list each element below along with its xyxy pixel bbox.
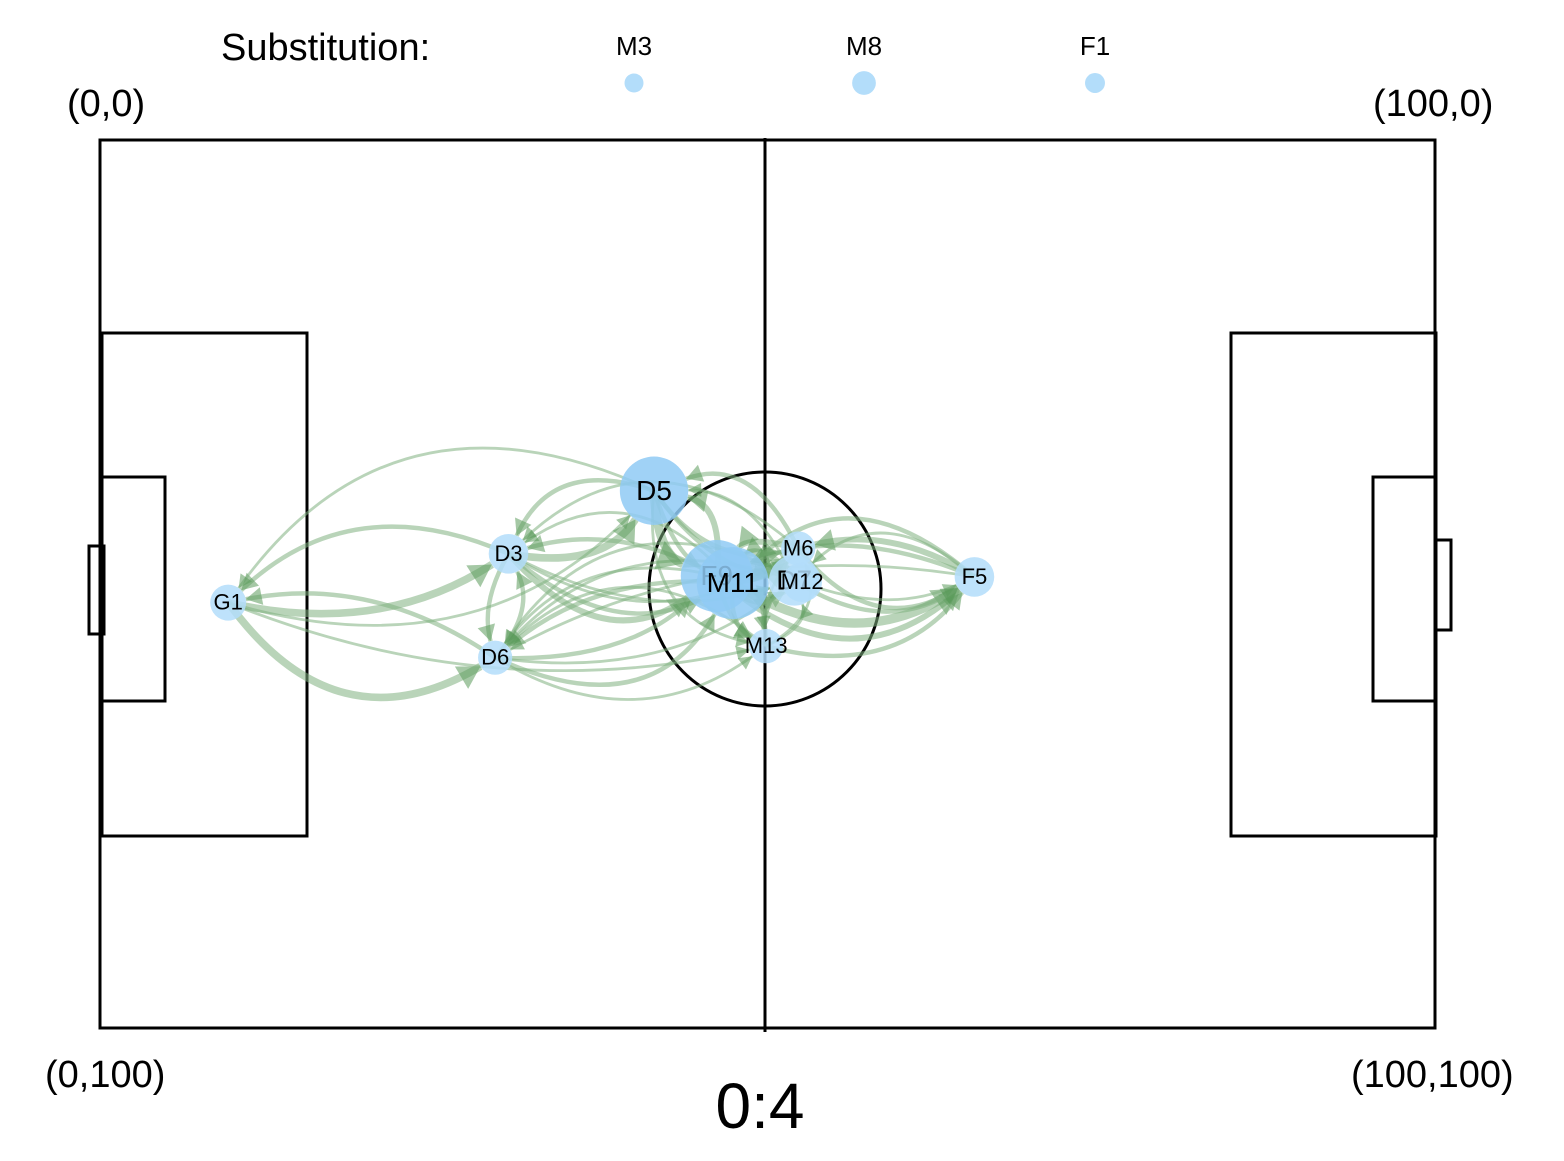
player-label-M12: M12 [781,569,824,594]
right-goal-area [1371,475,1438,703]
pass-arrowhead-D7-F5 [939,588,959,605]
pass-arrowhead-F9-D5 [687,490,709,513]
pass-arrowhead-F5-D7 [812,549,827,564]
pass-edge-M12-F5 [801,580,957,602]
substitute-F1: F1 [1080,31,1110,93]
player-node-M13: M13 [745,629,788,664]
player-node-G1: G1 [210,584,247,621]
pass-edge-D6-G1 [245,591,497,660]
player-node-D6: D6 [478,640,513,675]
pass-arrowhead-G1-D6 [454,666,481,689]
player-marker-M11 [696,547,769,620]
pitch [87,138,1453,1032]
pass-edge-D5-G1 [237,446,655,589]
corner-label-top-left: (0,0) [67,83,145,125]
substitute-M8: M8 [846,31,882,95]
substitution-players: M3 M8 F1 [616,31,1110,95]
pass-arrowhead-M13-D7 [800,604,814,619]
substitute-marker-M3 [624,73,644,93]
player-node-D5: D5 [619,456,689,525]
player-label-G1: G1 [213,590,242,615]
player-node-M12: M12 [781,562,824,603]
left-goal-area [100,475,167,703]
pass-edge-D6-F9 [495,598,692,661]
player-nodes: G1D3D6D5F9M11M13M6D7M12F5 [210,456,995,675]
right-penalty-area [1229,331,1438,838]
pass-arrowhead-M12-F5 [941,584,957,597]
player-marker-G1 [210,584,247,621]
pass-arrowhead-G1-D3 [466,564,492,588]
pass-edge-M13-D6 [506,585,768,648]
pass-edge-D6-M13 [494,655,754,701]
pass-edge-G1-D6 [225,600,483,702]
pass-arrowhead-D6-G1 [245,587,264,605]
pass-arrowhead-G1-M13 [735,645,750,660]
substitute-M3: M3 [616,31,652,93]
corner-label-top-right: (100,0) [1373,83,1493,125]
pass-arrowhead-D5-F9 [654,541,683,570]
player-marker-D3 [488,534,529,574]
pass-arrowhead-M11-M13 [732,622,752,639]
pass-arrowhead-M6-D5 [686,464,705,482]
pass-arrowhead-D5-D3 [515,517,532,536]
pass-arrowhead-D7-M13 [753,615,768,630]
player-marker-F5 [954,557,995,597]
pass-arrowhead-M12-F9 [745,536,764,554]
pass-arrowhead-M13-F5 [945,592,963,611]
player-label-D5: D5 [636,475,672,506]
substitution-row: Substitution: M3 M8 F1 [221,27,1110,95]
pass-edge-F5-D7 [811,531,976,578]
pass-edge-M13-F5 [765,591,964,658]
player-node-D3: D3 [488,534,529,574]
pass-arrowhead-D6-D3 [516,571,533,590]
pass-arrowhead-D7-D5 [688,482,702,497]
match-score: 0:4 [716,1070,805,1142]
player-marker-D5 [619,456,689,525]
left-goal [87,544,106,636]
pass-arrowhead-F5-M6 [814,529,836,551]
pass-arrowhead-D3-D5 [612,519,636,545]
pass-edge-G1-D3 [227,561,494,618]
player-label-D6: D6 [481,645,509,670]
substitute-label-F1: F1 [1080,31,1110,61]
pass-edge-D3-G1 [239,524,510,592]
pass-arrowhead-F5-D6 [510,637,525,650]
player-label-M11: M11 [707,567,759,598]
pass-arrowhead-D5-G1 [238,573,252,589]
player-label-M13: M13 [745,633,788,658]
substitute-marker-M8 [852,71,876,95]
right-goal [1434,538,1453,632]
corner-label-bottom-left: (0,100) [45,1054,165,1096]
pass-arrowhead-F5-M11 [758,540,777,559]
pass-arrowhead-D6-M13 [737,656,753,670]
pass-arrowhead-D3-D6 [477,623,496,642]
pass-edges [225,446,977,702]
left-penalty-area [100,331,309,838]
player-node-F5: F5 [954,557,995,597]
pass-arrowhead-M6-F9 [738,525,760,548]
pass-arrowhead-M6-D3 [522,526,538,541]
player-marker-M12 [782,562,823,603]
substitute-label-M3: M3 [616,31,652,61]
pass-arrowhead-M12-D6 [504,628,518,644]
player-label-D3: D3 [494,541,522,566]
substitution-label: Substitution: [221,27,430,69]
player-marker-M13 [749,629,784,664]
substitute-label-M8: M8 [846,31,882,61]
player-node-M11: M11 [696,547,769,620]
substitute-marker-F1 [1085,73,1105,93]
pass-arrowhead-F9-D3 [527,534,546,553]
corner-label-bottom-right: (100,100) [1351,1054,1514,1096]
player-marker-D6 [478,640,513,675]
player-label-F5: F5 [962,564,988,589]
